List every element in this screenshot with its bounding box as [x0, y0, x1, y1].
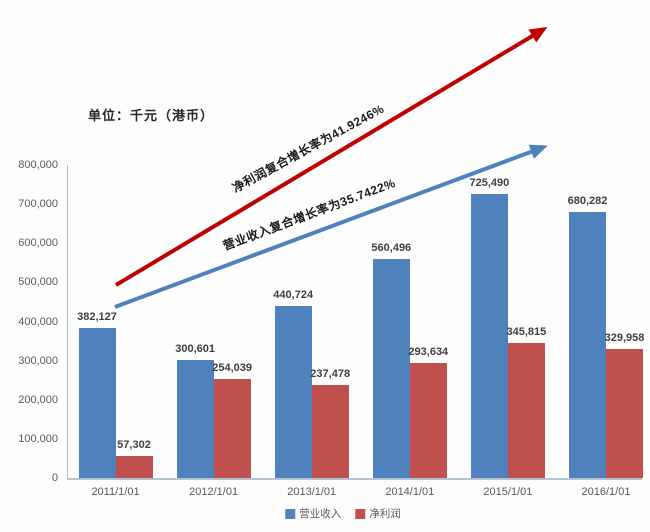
- x-axis-tick-label: 2013/1/01: [287, 486, 337, 498]
- y-axis-tick-label: 300,000: [18, 354, 58, 367]
- x-axis-line: [67, 478, 642, 480]
- legend-item-revenue: 营业收入: [285, 506, 341, 521]
- legend: 营业收入 净利润: [285, 506, 401, 521]
- bar-value-label: 440,724: [273, 288, 314, 301]
- bar-value-label: 57,302: [117, 438, 151, 451]
- bar-value-label: 345,815: [506, 325, 547, 338]
- x-axis-tick-label: 2015/1/01: [483, 486, 533, 498]
- x-axis-tick-label: 2011/1/01: [91, 486, 140, 498]
- revenue-bar-2011: [78, 328, 116, 478]
- profit-bar-2015: [507, 342, 545, 478]
- profit-bar-2016: [606, 348, 643, 478]
- bar-value-label: 237,478: [310, 368, 351, 381]
- revenue-bar-2015: [470, 194, 508, 478]
- y-axis-tick-label: 100,000: [18, 432, 58, 445]
- bar-value-label: 560,496: [371, 241, 412, 254]
- bar-value-label: 329,958: [604, 331, 645, 344]
- revenue-bar-2016: [569, 211, 606, 478]
- revenue-trend-arrow: [114, 144, 548, 309]
- bar-value-label: 725,490: [469, 177, 510, 190]
- profit-trend-arrow: [114, 26, 548, 287]
- y-axis-tick-label: 400,000: [18, 315, 58, 328]
- bar-value-label: 293,634: [408, 346, 449, 359]
- y-axis-line: [67, 165, 68, 478]
- unit-label: 单位：千元（港币）: [88, 108, 215, 123]
- revenue-bar-2013: [274, 305, 312, 478]
- profit-legend-label: 净利润: [369, 508, 401, 520]
- y-axis-tick-label: 700,000: [18, 198, 58, 211]
- revenue-bar-2014: [372, 258, 410, 478]
- profit-bar-2013: [311, 385, 349, 478]
- bar-value-label: 680,282: [567, 194, 608, 207]
- y-axis-tick-label: 500,000: [18, 276, 58, 289]
- profit-bar-2012: [213, 378, 251, 478]
- revenue-legend-label: 营业收入: [299, 508, 342, 520]
- revenue-legend-swatch: [285, 508, 296, 519]
- x-axis-tick-label: 2016/1/01: [581, 486, 631, 498]
- bar-value-label: 382,127: [77, 311, 117, 324]
- x-axis-tick-label: 2012/1/01: [189, 486, 239, 498]
- y-axis-tick-label: 600,000: [18, 237, 58, 250]
- y-axis-tick-label: 200,000: [18, 393, 58, 406]
- bar-value-label: 300,601: [175, 343, 215, 356]
- bar-value-label: 254,039: [212, 361, 252, 374]
- profit-bar-2014: [409, 363, 447, 478]
- y-axis-tick-label: 0: [51, 472, 58, 484]
- x-axis-tick-label: 2014/1/01: [385, 486, 435, 498]
- revenue-bar-2012: [176, 360, 214, 478]
- legend-item-profit: 净利润: [355, 506, 401, 521]
- profit-legend-swatch: [355, 508, 366, 519]
- profit-bar-2011: [115, 455, 153, 478]
- y-axis-tick-label: 800,000: [18, 159, 58, 171]
